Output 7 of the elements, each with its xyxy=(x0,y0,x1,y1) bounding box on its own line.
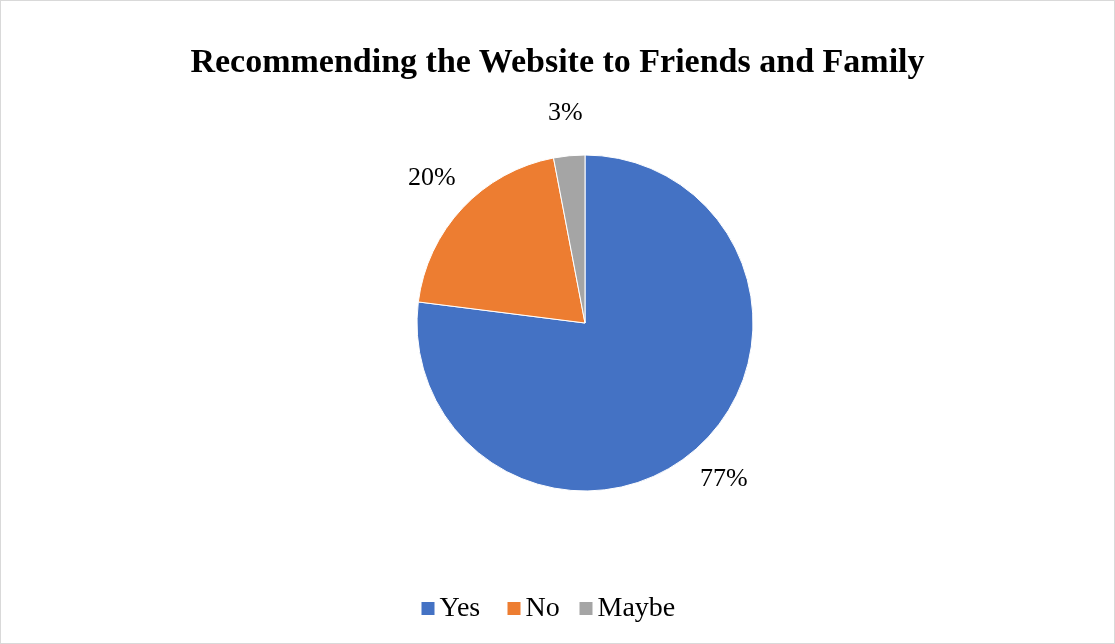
legend-label: No xyxy=(525,591,560,623)
legend-label: Yes xyxy=(439,591,481,623)
data-label: 77% xyxy=(700,463,748,493)
chart-title: Recommending the Website to Friends and Family xyxy=(190,42,925,79)
data-label: 3% xyxy=(547,96,583,126)
data-label: 20% xyxy=(408,162,456,192)
legend-label: Maybe xyxy=(597,591,676,623)
